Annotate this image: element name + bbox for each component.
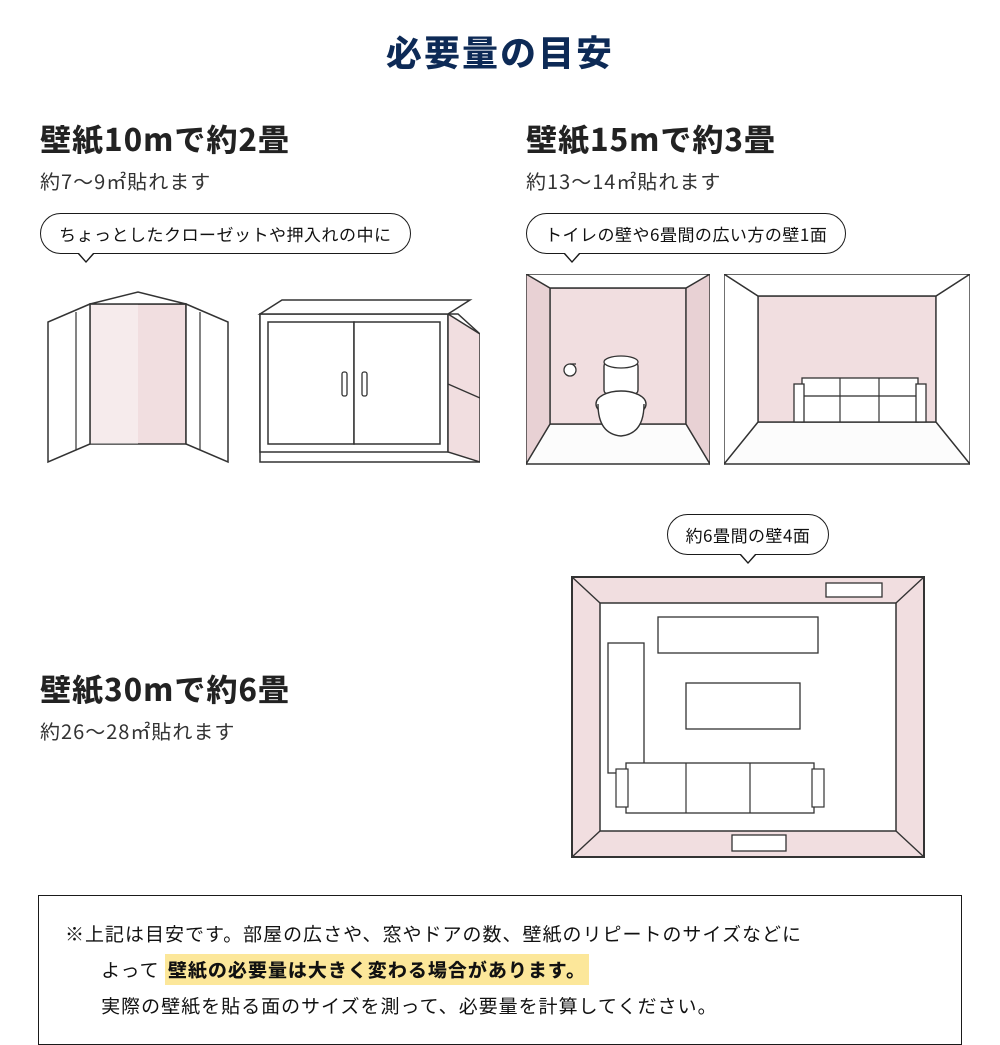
heading-30m: 壁紙30mで約6畳 — [40, 665, 480, 710]
note-line1: ※上記は目安です。部屋の広さや、窓やドアの数、壁紙のリピートのサイズなどに — [65, 920, 802, 947]
page-title: 必要量の目安 — [30, 25, 970, 77]
note-line3: 実際の壁紙を貼る面のサイズを測って、必要量を計算してください。 — [65, 988, 935, 1024]
subtitle-10m: 約7〜9㎡貼れます — [40, 166, 480, 195]
heading-10m: 壁紙10mで約2畳 — [40, 115, 480, 160]
section-30m: 壁紙30mで約6畳 約26〜28㎡貼れます — [40, 496, 480, 863]
room-accent-wall-icon — [724, 274, 970, 468]
subtitle-30m: 約26〜28㎡貼れます — [40, 716, 480, 745]
bubble-15m: トイレの壁や6畳間の広い方の壁1面 — [526, 213, 846, 254]
section-30m-illus: 約6畳間の壁4面 — [526, 496, 970, 863]
room-topview-icon — [526, 573, 970, 863]
toilet-room-icon — [526, 274, 710, 468]
note-line2-pre: よって — [101, 956, 159, 983]
subtitle-15m: 約13〜14㎡貼れます — [526, 166, 970, 195]
bubble-30m: 約6畳間の壁4面 — [667, 514, 830, 555]
heading-15m: 壁紙15mで約3畳 — [526, 115, 970, 160]
bubble-10m: ちょっとしたクローゼットや押入れの中に — [40, 213, 411, 254]
section-15m: 壁紙15mで約3畳 約13〜14㎡貼れます トイレの壁や6畳間の広い方の壁1面 — [526, 115, 970, 468]
illustrations-15m — [526, 274, 970, 468]
section-10m: 壁紙10mで約2畳 約7〜9㎡貼れます ちょっとしたクローゼットや押入れの中に — [40, 115, 480, 468]
note-highlight: 壁紙の必要量は大きく変わる場合があります。 — [165, 954, 589, 985]
note-box: ※上記は目安です。部屋の広さや、窓やドアの数、壁紙のリピートのサイズなどに よっ… — [38, 895, 962, 1045]
illustrations-10m — [40, 274, 480, 464]
oshiire-icon — [250, 274, 480, 464]
closet-icon — [40, 274, 236, 464]
